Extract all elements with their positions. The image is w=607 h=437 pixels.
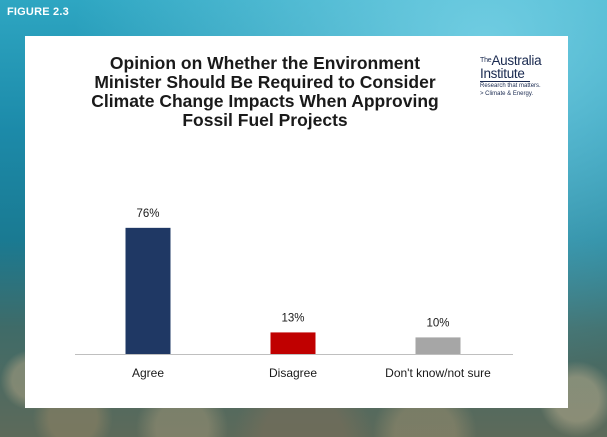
chart-title: Opinion on Whether the Environment Minis…: [65, 54, 465, 130]
data-label: 76%: [136, 208, 159, 220]
logo-the: The: [480, 57, 492, 64]
bar-disagree: [270, 332, 316, 354]
data-label: 13%: [281, 312, 304, 324]
chart-title-line: Climate Change Impacts When Approving: [91, 91, 439, 111]
category-label: Agree: [132, 366, 164, 380]
australia-institute-logo: TheAustralia Institute Research that mat…: [480, 54, 560, 99]
chart-title-line: Opinion on Whether the Environment: [109, 53, 421, 73]
bar-don-t-know-not-sure: [415, 337, 461, 354]
figure-label: FIGURE 2.3: [7, 6, 69, 18]
category-label: Disagree: [269, 366, 317, 380]
bar-agree: [125, 227, 171, 354]
chart-card: Opinion on Whether the Environment Minis…: [25, 36, 568, 408]
data-label: 10%: [426, 317, 449, 329]
logo-line2: Institute: [480, 67, 530, 82]
logo-program: > Climate & Energy.: [480, 91, 534, 97]
logo-tagline: Research that matters.: [480, 83, 541, 89]
logo-line1: Australia: [491, 53, 542, 68]
bar-chart: 76% Agree 13% Disagree 10% Don't know/not sur…: [75, 208, 513, 380]
chart-title-line: Fossil Fuel Projects: [182, 110, 348, 130]
category-label: Don't know/not sure: [385, 366, 491, 380]
chart-title-line: Minister Should Be Required to Consider: [94, 72, 436, 92]
